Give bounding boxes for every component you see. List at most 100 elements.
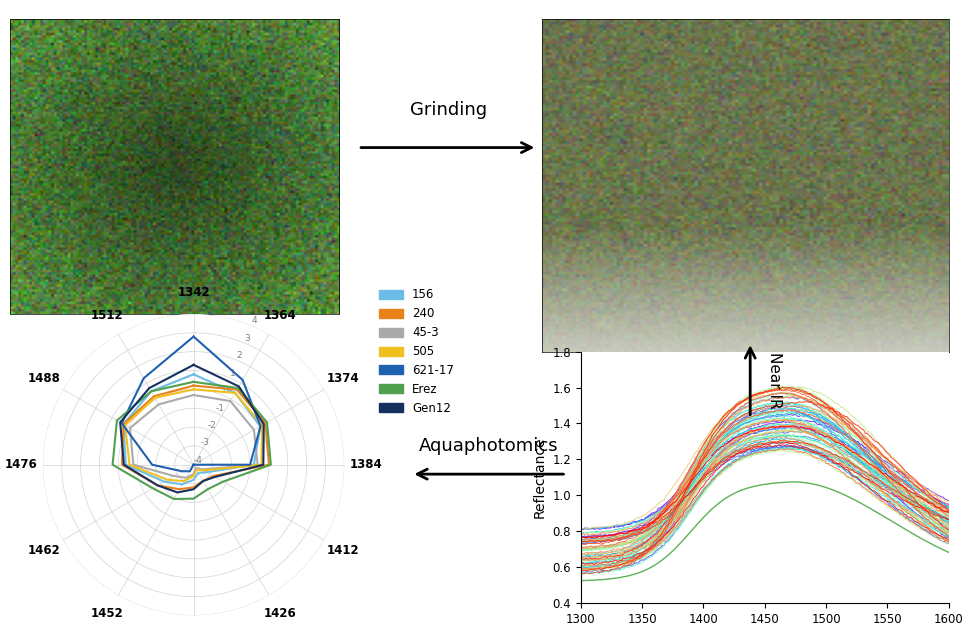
621-17 <box>244 461 256 468</box>
Erez <box>106 461 118 468</box>
621-17 <box>188 461 199 468</box>
Gen12 <box>257 461 269 468</box>
45-3 <box>190 464 201 472</box>
45-3 <box>124 425 136 432</box>
45-3 <box>196 466 207 474</box>
505 <box>124 461 136 468</box>
240 <box>148 392 160 400</box>
Line: 156: 156 <box>124 374 260 484</box>
Gen12 <box>118 461 130 468</box>
621-17 <box>146 461 158 468</box>
156 <box>159 478 170 485</box>
240 <box>259 420 271 427</box>
240 <box>197 477 209 485</box>
156 <box>120 461 132 468</box>
621-17 <box>188 461 199 468</box>
621-17 <box>188 333 199 340</box>
156 <box>255 422 266 430</box>
Gen12 <box>188 361 199 369</box>
Text: Grinding: Grinding <box>409 101 487 119</box>
Erez <box>145 387 157 395</box>
45-3 <box>252 461 263 468</box>
Gen12 <box>152 482 164 489</box>
505 <box>197 467 209 474</box>
Erez <box>202 485 214 493</box>
Erez <box>265 461 277 468</box>
621-17 <box>255 422 266 430</box>
45-3 <box>188 391 199 399</box>
Erez <box>261 418 273 426</box>
505 <box>229 389 241 397</box>
505 <box>191 466 202 474</box>
Gen12 <box>114 419 126 426</box>
505 <box>256 461 267 468</box>
621-17 <box>137 374 149 382</box>
Erez <box>188 378 199 386</box>
Gen12 <box>209 474 221 481</box>
156 <box>248 461 259 468</box>
Gen12 <box>188 361 199 369</box>
Line: Gen12: Gen12 <box>120 365 263 492</box>
Line: 621-17: 621-17 <box>122 337 260 471</box>
240 <box>188 484 199 491</box>
Erez <box>111 417 123 425</box>
45-3 <box>128 461 139 468</box>
Erez <box>147 485 159 492</box>
621-17 <box>116 420 128 427</box>
505 <box>188 472 199 480</box>
240 <box>118 421 130 428</box>
45-3 <box>168 472 180 480</box>
156 <box>193 469 204 477</box>
240 <box>173 485 185 493</box>
Legend: 156, 240, 45-3, 505, 621-17, Erez, Gen12: 156, 240, 45-3, 505, 621-17, Erez, Gen12 <box>375 284 459 420</box>
Line: 505: 505 <box>125 389 262 481</box>
Erez <box>217 478 228 485</box>
Line: 240: 240 <box>122 386 269 489</box>
621-17 <box>176 467 188 475</box>
240 <box>116 461 128 468</box>
505 <box>149 394 161 401</box>
505 <box>162 476 173 484</box>
45-3 <box>180 474 192 482</box>
45-3 <box>153 401 165 408</box>
156 <box>118 421 130 428</box>
505 <box>119 421 131 429</box>
156 <box>229 389 241 397</box>
240 <box>263 461 275 468</box>
45-3 <box>248 426 259 433</box>
156 <box>200 468 212 476</box>
156 <box>188 371 199 378</box>
Line: 45-3: 45-3 <box>130 395 257 478</box>
45-3 <box>188 470 199 478</box>
45-3 <box>188 391 199 399</box>
505 <box>188 386 199 393</box>
Erez <box>188 378 199 386</box>
Gen12 <box>143 384 155 392</box>
156 <box>145 387 157 395</box>
240 <box>188 382 199 389</box>
45-3 <box>225 398 236 405</box>
Line: Erez: Erez <box>112 382 271 499</box>
Erez <box>232 384 244 392</box>
Erez <box>168 495 180 503</box>
Text: Aquaphotomics: Aquaphotomics <box>419 437 559 455</box>
240 <box>152 482 164 489</box>
Gen12 <box>257 421 269 428</box>
505 <box>178 477 190 485</box>
621-17 <box>188 333 199 340</box>
Gen12 <box>233 382 245 390</box>
505 <box>257 421 268 429</box>
621-17 <box>237 376 249 384</box>
Erez <box>188 495 199 502</box>
Gen12 <box>171 489 183 496</box>
Gen12 <box>197 477 209 485</box>
240 <box>188 382 199 389</box>
156 <box>188 476 199 484</box>
Text: Near IR: Near IR <box>767 352 782 408</box>
156 <box>176 480 188 488</box>
240 <box>207 472 219 480</box>
156 <box>188 371 199 378</box>
621-17 <box>184 467 196 475</box>
Y-axis label: Reflectance: Reflectance <box>532 436 547 518</box>
Gen12 <box>188 485 199 493</box>
